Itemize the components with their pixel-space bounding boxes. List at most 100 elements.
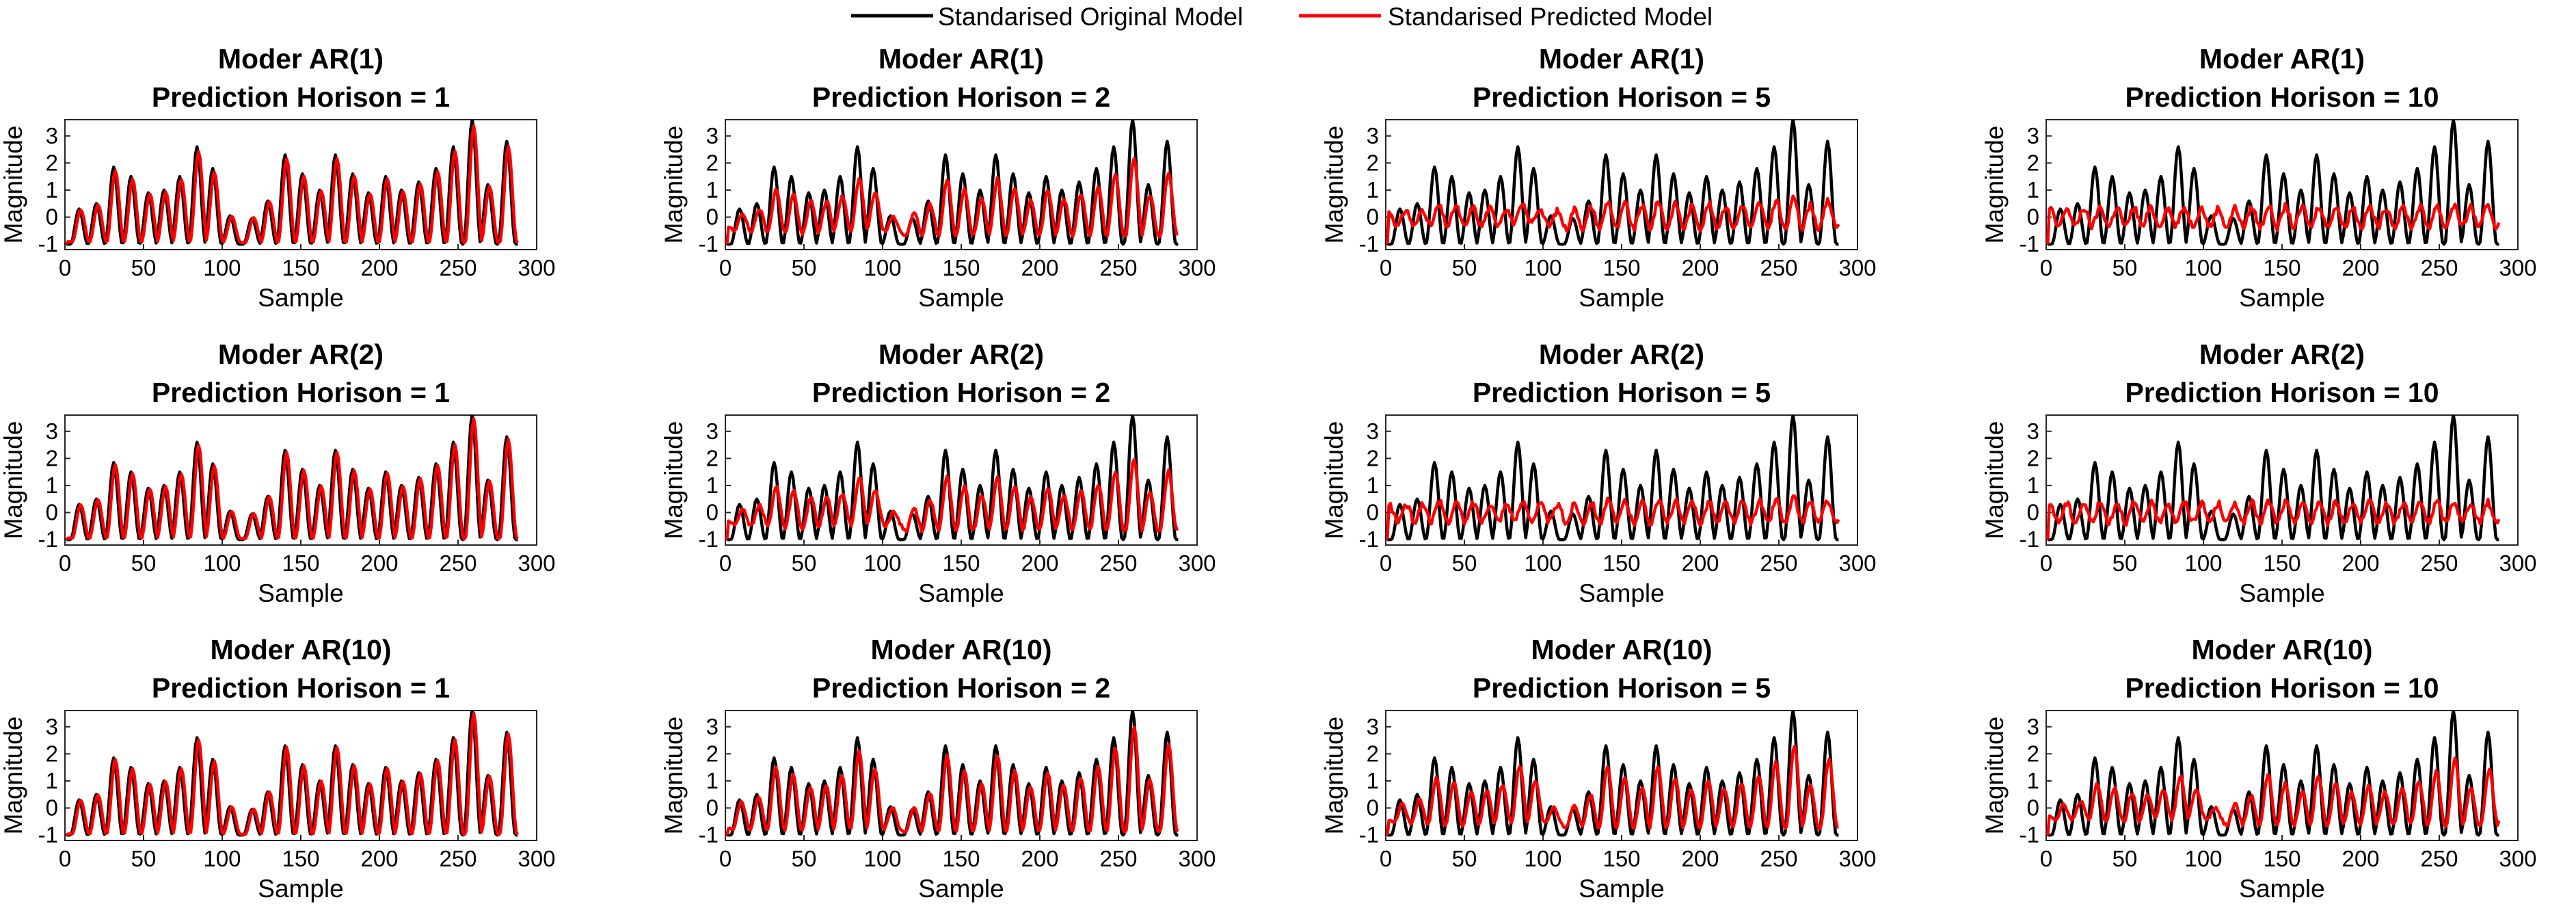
y-tick-label: 1 <box>706 473 719 498</box>
y-tick-label: 1 <box>46 177 58 202</box>
x-tick-label: 150 <box>2263 846 2300 871</box>
legend-label-predicted: Standarised Predicted Model <box>1388 3 1713 31</box>
y-tick-label: 1 <box>706 177 719 202</box>
x-tick-label: 150 <box>942 255 980 280</box>
series-predicted-line <box>65 711 520 836</box>
x-tick-label: 50 <box>131 551 157 576</box>
subplot-ar10-h5: Moder AR(10) Prediction Horison = 5 0 50 100… <box>1320 634 1877 903</box>
x-tick-label: 50 <box>1452 255 1477 280</box>
x-tick-label: 200 <box>360 255 398 280</box>
subplot-ar10-h2: Moder AR(10) Prediction Horison = 2 0 50 100… <box>660 634 1216 903</box>
subplot-ar10-h10: Moder AR(10)Prediction Horison = 100 50 10… <box>1981 634 2537 903</box>
y-tick-label: 1 <box>46 473 58 498</box>
series-original-line <box>2048 415 2499 542</box>
x-tick-label: 300 <box>518 846 555 871</box>
x-axis-label: Sample <box>258 579 343 607</box>
x-tick-label: 0 <box>719 551 732 576</box>
x-tick-label: 100 <box>1524 846 1561 871</box>
x-tick-label: 0 <box>59 255 71 280</box>
series-predicted-line <box>725 458 1179 540</box>
subplot-title-horizon: Prediction Horison = 1 <box>152 672 450 704</box>
x-tick-label: 100 <box>1524 551 1561 576</box>
x-tick-label: 50 <box>2112 551 2138 576</box>
x-tick-label: 100 <box>863 255 901 280</box>
x-tick-label: 200 <box>360 551 398 576</box>
y-tick-label: 0 <box>1367 795 1379 821</box>
y-tick-label: 1 <box>2027 473 2039 498</box>
y-axis-label: Magnitude <box>0 717 27 835</box>
subplot-ar1-h5: Moder AR(1) Prediction Horison = 5 0 50 100 1… <box>1320 43 1877 312</box>
y-tick-label: 0 <box>706 204 719 230</box>
x-tick-label: 0 <box>59 551 71 576</box>
y-tick-label: 1 <box>1367 768 1379 793</box>
y-tick-label: -1 <box>38 231 58 256</box>
x-axis-label: Sample <box>2239 284 2324 312</box>
y-tick-label: -1 <box>699 231 719 256</box>
y-tick-label: 2 <box>2027 150 2039 175</box>
series-predicted-line <box>65 124 520 246</box>
x-tick-label: 100 <box>2184 846 2222 871</box>
x-tick-label: 200 <box>1021 551 1058 576</box>
y-tick-label: -1 <box>38 822 58 847</box>
y-tick-label: -1 <box>1359 527 1379 552</box>
x-tick-label: 300 <box>2499 551 2536 576</box>
x-tick-label: 50 <box>792 846 817 871</box>
subplot-ar2-h5: Moder AR(2) Prediction Horison = 5 0 50 100 1… <box>1320 339 1877 607</box>
y-tick-label: 2 <box>706 150 719 175</box>
y-tick-label: 3 <box>706 419 719 444</box>
x-tick-label: 50 <box>1452 846 1477 871</box>
y-tick-label: -1 <box>699 822 719 847</box>
subplot-title-horizon: Prediction Horison = 5 <box>1473 81 1771 113</box>
x-axis-label: Sample <box>918 579 1004 607</box>
y-tick-label: -1 <box>699 527 719 552</box>
series-predicted-line <box>2046 756 2501 836</box>
x-tick-label: 150 <box>282 551 319 576</box>
x-tick-label: 250 <box>2420 255 2458 280</box>
subplot-title-model: Moder AR(1) <box>1539 43 1704 75</box>
x-tick-label: 200 <box>1021 255 1058 280</box>
subplot-title-model: Moder AR(10) <box>211 634 392 665</box>
y-tick-label: 1 <box>1367 177 1379 202</box>
y-tick-label: 3 <box>46 419 58 444</box>
legend-label-original: Standarised Original Model <box>938 3 1243 31</box>
subplot-title-model: Moder AR(1) <box>2199 43 2365 75</box>
y-tick-label: 2 <box>2027 741 2039 766</box>
x-tick-label: 300 <box>1838 255 1876 280</box>
x-axis-label: Sample <box>2239 875 2324 903</box>
y-tick-label: 3 <box>46 123 58 148</box>
y-tick-label: 0 <box>1367 500 1379 525</box>
subplot-title-horizon: Prediction Horison = 10 <box>2125 377 2439 408</box>
subplot-title-horizon: Prediction Horison = 10 <box>2125 672 2439 704</box>
y-tick-label: 1 <box>2027 177 2039 202</box>
y-tick-label: 0 <box>2027 500 2039 525</box>
x-tick-label: 250 <box>1760 846 1797 871</box>
x-tick-label: 150 <box>282 255 319 280</box>
x-tick-label: 300 <box>1838 551 1876 576</box>
subplot-ar10-h1: Moder AR(10) Prediction Horison = 1 0 50 100… <box>0 634 556 903</box>
y-tick-label: 2 <box>1367 741 1379 766</box>
y-tick-label: 3 <box>706 123 719 148</box>
series-predicted-line <box>1386 494 1840 540</box>
x-axis-label: Sample <box>1579 579 1664 607</box>
x-tick-label: 100 <box>203 551 241 576</box>
y-tick-label: 0 <box>46 204 58 230</box>
y-axis-label: Magnitude <box>1320 717 1348 835</box>
y-tick-label: 3 <box>1367 714 1379 739</box>
y-tick-label: 1 <box>706 768 719 793</box>
x-tick-label: 150 <box>942 846 980 871</box>
y-tick-label: 2 <box>706 445 719 470</box>
y-tick-label: 2 <box>706 741 719 766</box>
x-tick-label: 200 <box>1681 255 1719 280</box>
y-axis-label: Magnitude <box>660 717 688 835</box>
y-tick-label: 3 <box>706 714 719 739</box>
subplot-title-horizon: Prediction Horison = 2 <box>812 377 1110 408</box>
y-tick-label: 3 <box>1367 123 1379 148</box>
subplot-title-model: Moder AR(10) <box>1531 634 1713 665</box>
x-tick-label: 50 <box>131 255 157 280</box>
x-tick-label: 250 <box>439 846 477 871</box>
series-original-line <box>727 120 1179 246</box>
x-tick-label: 250 <box>2420 551 2458 576</box>
y-tick-label: -1 <box>2020 231 2039 256</box>
series-predicted-line <box>2046 202 2501 245</box>
y-tick-label: 0 <box>706 795 719 821</box>
